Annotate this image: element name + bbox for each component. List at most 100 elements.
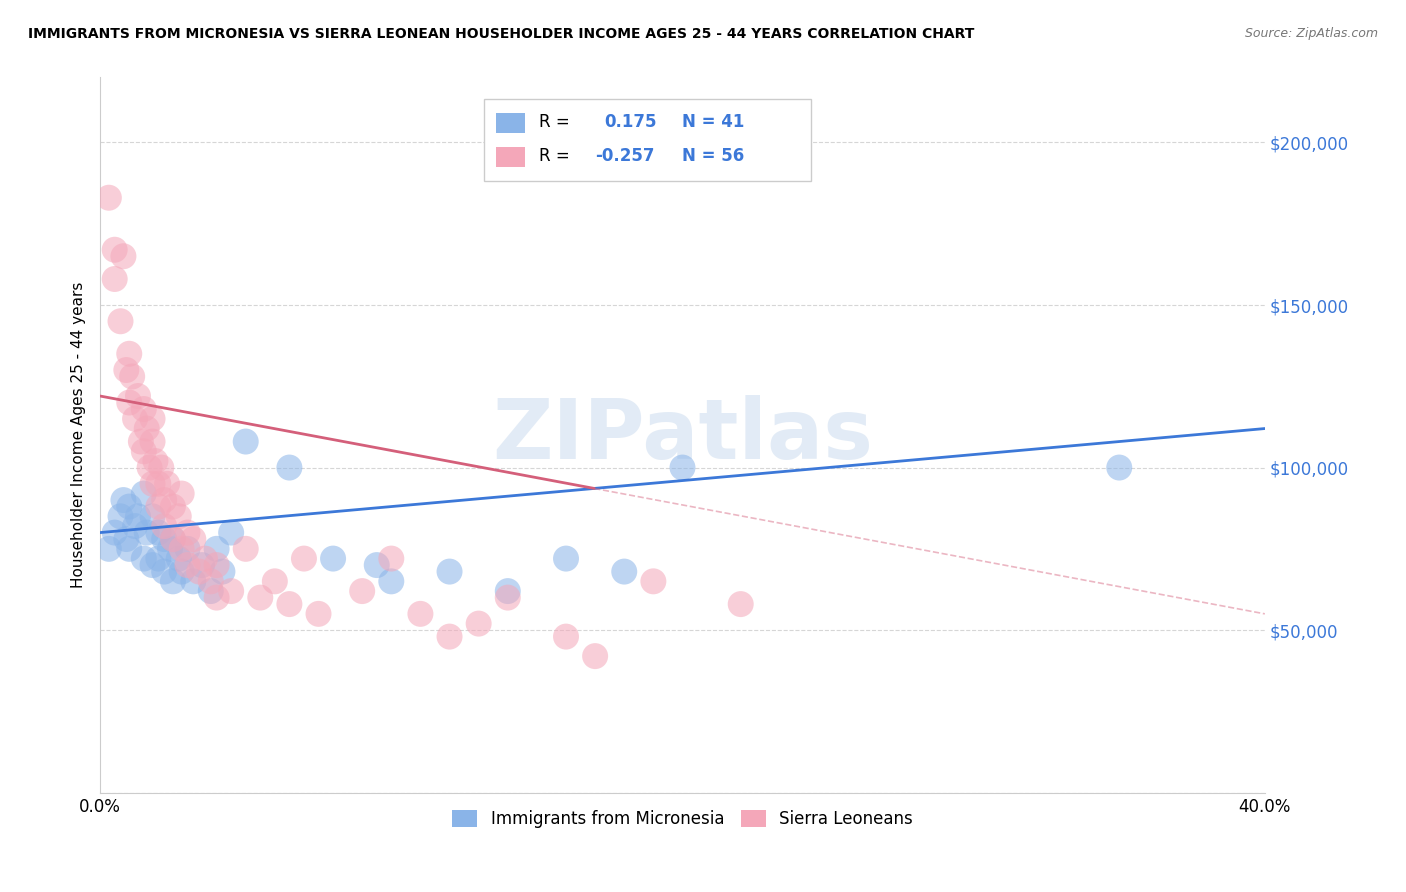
Point — [219, 584, 242, 599]
Point — [583, 649, 606, 664]
Text: R =: R = — [540, 147, 569, 165]
Point — [153, 532, 176, 546]
Point — [132, 551, 155, 566]
Text: Source: ZipAtlas.com: Source: ZipAtlas.com — [1244, 27, 1378, 40]
Point — [467, 616, 489, 631]
Point — [148, 476, 170, 491]
Point — [181, 532, 204, 546]
Point — [181, 574, 204, 589]
Point — [380, 551, 402, 566]
Text: IMMIGRANTS FROM MICRONESIA VS SIERRA LEONEAN HOUSEHOLDER INCOME AGES 25 - 44 YEA: IMMIGRANTS FROM MICRONESIA VS SIERRA LEO… — [28, 27, 974, 41]
Point — [170, 486, 193, 500]
Point — [156, 476, 179, 491]
Point — [148, 500, 170, 514]
FancyBboxPatch shape — [485, 99, 811, 181]
Point — [153, 493, 176, 508]
Point — [148, 551, 170, 566]
Point — [409, 607, 432, 621]
Point — [308, 607, 330, 621]
Point — [249, 591, 271, 605]
Point — [176, 541, 198, 556]
Point — [118, 541, 141, 556]
Point — [162, 532, 184, 546]
Point — [104, 525, 127, 540]
Point — [366, 558, 388, 573]
Text: -0.257: -0.257 — [595, 147, 655, 165]
Point — [219, 525, 242, 540]
Point — [211, 565, 233, 579]
Point — [104, 272, 127, 286]
Point — [278, 597, 301, 611]
Point — [643, 574, 665, 589]
Point — [104, 243, 127, 257]
Text: N = 41: N = 41 — [682, 113, 745, 131]
Point — [118, 500, 141, 514]
Point — [162, 532, 184, 546]
Point — [135, 525, 157, 540]
Point — [322, 551, 344, 566]
Point — [124, 519, 146, 533]
Point — [205, 558, 228, 573]
Point — [170, 541, 193, 556]
Point — [263, 574, 285, 589]
Point — [132, 402, 155, 417]
Point — [176, 558, 198, 573]
Point — [439, 565, 461, 579]
Point — [127, 389, 149, 403]
Point — [110, 509, 132, 524]
Point — [176, 525, 198, 540]
Point — [1108, 460, 1130, 475]
Point — [97, 541, 120, 556]
Point — [115, 363, 138, 377]
Point — [200, 584, 222, 599]
Point — [555, 630, 578, 644]
Point — [205, 591, 228, 605]
Legend: Immigrants from Micronesia, Sierra Leoneans: Immigrants from Micronesia, Sierra Leone… — [446, 803, 920, 834]
Point — [132, 444, 155, 458]
Point — [112, 493, 135, 508]
Point — [555, 551, 578, 566]
Point — [135, 421, 157, 435]
Point — [132, 486, 155, 500]
Point — [191, 558, 214, 573]
Point — [115, 532, 138, 546]
Point — [496, 591, 519, 605]
Point — [352, 584, 374, 599]
Point — [118, 395, 141, 409]
Point — [439, 630, 461, 644]
Point — [124, 411, 146, 425]
Point — [141, 558, 163, 573]
Point — [153, 519, 176, 533]
Point — [235, 434, 257, 449]
Point — [129, 434, 152, 449]
Text: ZIPatlas: ZIPatlas — [492, 394, 873, 475]
Point — [141, 434, 163, 449]
Point — [145, 454, 167, 468]
Point — [159, 541, 181, 556]
Point — [278, 460, 301, 475]
Point — [97, 191, 120, 205]
Point — [138, 460, 160, 475]
Text: 0.175: 0.175 — [605, 113, 657, 131]
Point — [150, 460, 173, 475]
Point — [188, 565, 211, 579]
Point — [121, 369, 143, 384]
Point — [141, 509, 163, 524]
Text: R =: R = — [540, 113, 569, 131]
Point — [112, 249, 135, 263]
Point — [167, 551, 190, 566]
Point — [153, 565, 176, 579]
Point — [235, 541, 257, 556]
Point — [194, 551, 217, 566]
Point — [162, 574, 184, 589]
Point — [730, 597, 752, 611]
Point — [148, 525, 170, 540]
Point — [167, 509, 190, 524]
Point — [162, 500, 184, 514]
Point — [200, 574, 222, 589]
Bar — [496, 113, 526, 133]
Point — [110, 314, 132, 328]
Y-axis label: Householder Income Ages 25 - 44 years: Householder Income Ages 25 - 44 years — [72, 282, 86, 588]
Point — [292, 551, 315, 566]
Point — [496, 584, 519, 599]
